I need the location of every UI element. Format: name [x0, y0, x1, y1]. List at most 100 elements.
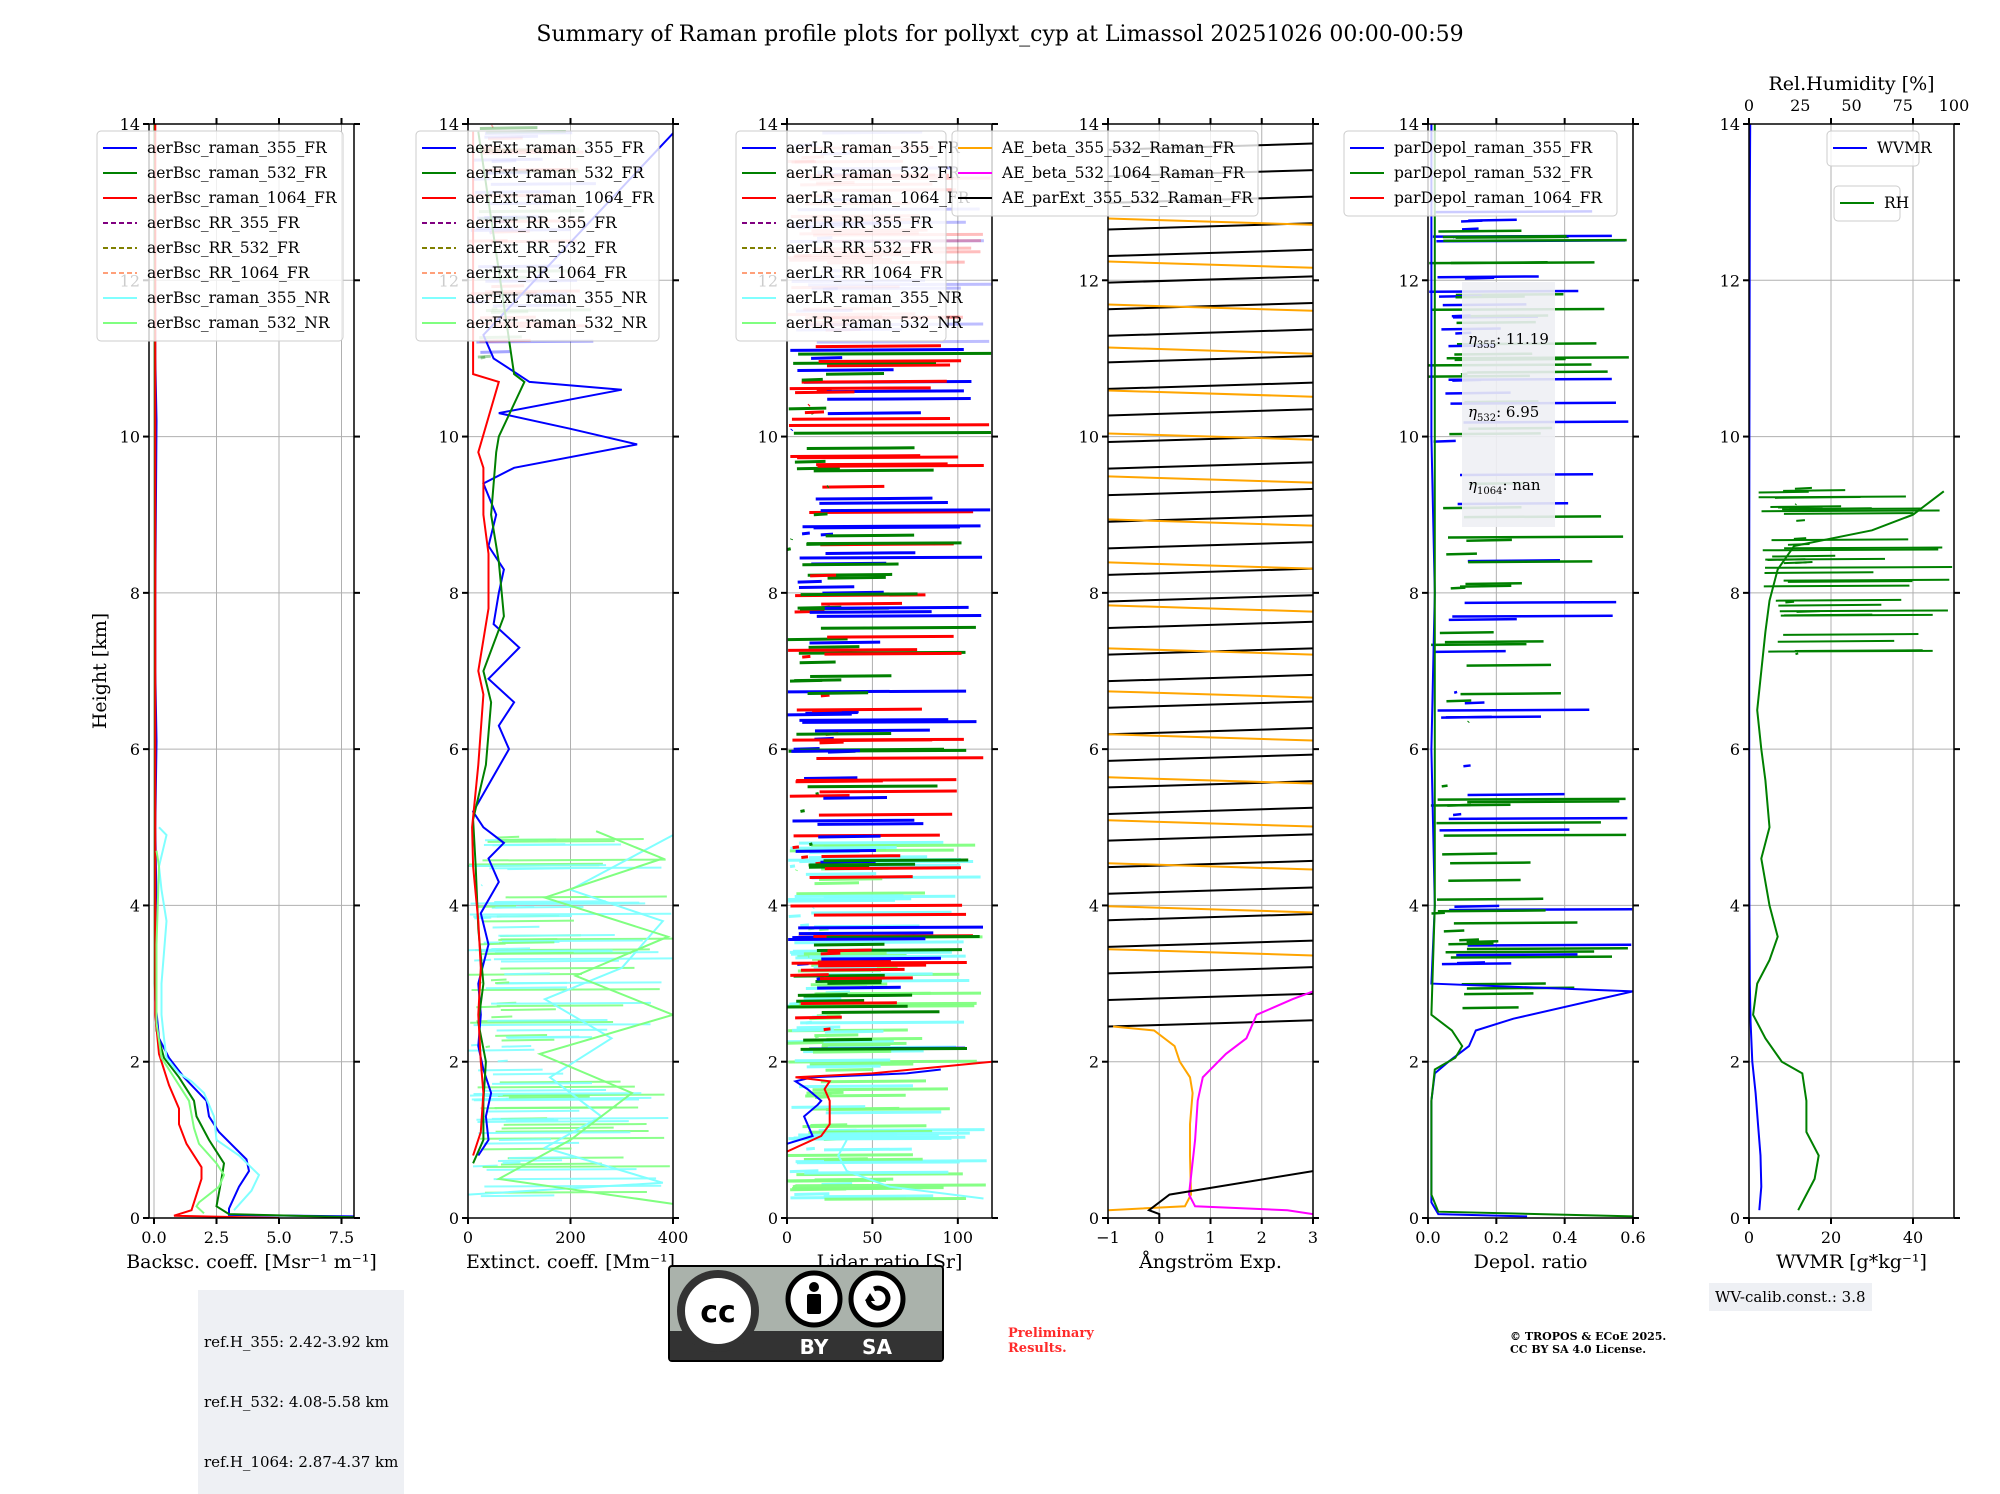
- noise-streak: [801, 1003, 897, 1004]
- noise-streak: [809, 864, 915, 865]
- legend-rh: RH: [1834, 186, 1909, 221]
- noise-streak: [1453, 814, 1461, 815]
- noise-streak: [495, 982, 509, 983]
- depol-eta-box: η355: 11.19 η532: 6.95 η1064: nan: [1462, 282, 1555, 527]
- noise-streak: [1461, 221, 1482, 222]
- legend-entry-label: parDepol_raman_1064_FR: [1394, 189, 1603, 207]
- y-tick-label: 4: [449, 896, 459, 915]
- x-tick-label: 400: [658, 1228, 689, 1247]
- noise-streak: [817, 824, 923, 825]
- noise-streak: [1442, 786, 1448, 787]
- noise-streak: [1463, 765, 1470, 766]
- noise-streak: [789, 425, 989, 426]
- noise-streak: [804, 778, 857, 779]
- y-tick-label: 0: [768, 1209, 778, 1228]
- sa-label: SA: [862, 1335, 892, 1359]
- noise-streak: [827, 983, 881, 984]
- noise-streak: [822, 1043, 907, 1044]
- noise-streak: [824, 1029, 831, 1030]
- noise-streak: [806, 1148, 815, 1149]
- plot-area-wv: [1749, 124, 1952, 1210]
- legend-entry-label: aerLR_RR_1064_FR: [786, 264, 944, 282]
- noise-streak: [788, 1155, 913, 1156]
- noise-streak: [504, 973, 550, 974]
- by-person-head: [809, 1282, 819, 1292]
- noise-streak: [806, 544, 848, 545]
- noise-streak: [809, 956, 965, 957]
- legend-entry-label: aerExt_raman_1064_FR: [466, 189, 655, 207]
- noise-streak: [504, 1124, 647, 1125]
- x2-axis-label: Rel.Humidity [%]: [1768, 73, 1934, 95]
- noise-streak: [1438, 910, 1546, 911]
- noise-streak: [1466, 540, 1512, 541]
- y-tick-label: 10: [758, 428, 778, 447]
- legend-lr: aerLR_raman_355_FRaerLR_raman_532_FRaerL…: [736, 131, 971, 341]
- noise-streak: [502, 941, 643, 942]
- x-tick-label: 0: [1744, 1228, 1754, 1247]
- noise-streak: [491, 979, 507, 980]
- eta-1064: η1064: nan: [1468, 474, 1549, 503]
- noise-streak: [1765, 567, 1952, 568]
- y-tick-label: 0: [1089, 1209, 1099, 1228]
- noise-streak: [1446, 717, 1541, 718]
- noise-streak: [1468, 945, 1632, 946]
- noise-streak: [801, 1049, 967, 1050]
- noise-streak: [824, 1196, 934, 1197]
- noise-streak: [502, 1040, 555, 1041]
- axes-frame: [1749, 124, 1954, 1218]
- noise-streak: [804, 998, 842, 999]
- x-axis-label: Extinct. coeff. [Mm⁻¹]: [466, 1251, 675, 1273]
- noise-streak: [796, 781, 883, 782]
- legend-entry-label: aerExt_RR_1064_FR: [466, 264, 628, 282]
- noise-streak: [1452, 616, 1612, 617]
- noise-streak: [502, 1128, 614, 1129]
- noise-streak: [1449, 619, 1517, 620]
- legend-entry-label: aerLR_raman_355_FR: [786, 139, 961, 157]
- noise-streak: [1454, 692, 1457, 693]
- noise-streak: [1459, 940, 1479, 941]
- x-axis-label: Backsc. coeff. [Msr⁻¹ m⁻¹]: [126, 1251, 377, 1273]
- noise-streak: [1797, 611, 1820, 612]
- noise-streak: [816, 498, 933, 499]
- noise-streak: [795, 1060, 890, 1061]
- legend-entry-label: parDepol_raman_355_FR: [1394, 139, 1594, 157]
- noise-streak: [817, 987, 901, 988]
- noise-streak: [494, 1178, 656, 1179]
- noise-streak: [814, 470, 934, 471]
- noise-streak: [821, 856, 900, 857]
- legend-entry-label: aerLR_raman_1064_FR: [786, 189, 971, 207]
- noise-streak: [801, 857, 808, 858]
- y-tick-label: 8: [130, 584, 140, 603]
- noise-streak: [801, 594, 918, 595]
- noise-streak: [824, 653, 961, 654]
- y-tick-label: 14: [1720, 115, 1740, 134]
- y-tick-label: 12: [1720, 271, 1740, 290]
- x-tick-label: −1: [1096, 1228, 1120, 1247]
- noise-streak: [491, 948, 530, 949]
- noise-streak: [825, 1031, 884, 1032]
- noise-streak: [805, 1095, 906, 1096]
- noise-streak: [495, 1035, 547, 1036]
- noise-streak: [1454, 923, 1578, 924]
- noise-streak: [506, 897, 667, 898]
- noise-streak: [1794, 538, 1806, 539]
- noise-streak: [473, 916, 572, 917]
- noise-streak: [822, 486, 884, 487]
- noise-streak: [509, 1157, 575, 1158]
- y-tick-label: 4: [768, 896, 778, 915]
- noise-streak: [476, 1119, 553, 1120]
- noise-streak: [491, 1003, 651, 1004]
- y-tick-label: 6: [1730, 740, 1740, 759]
- noise-streak: [825, 607, 969, 608]
- noise-streak: [802, 533, 810, 534]
- noise-streak: [492, 126, 493, 127]
- noise-streak: [788, 650, 917, 651]
- noise-streak: [802, 564, 898, 565]
- noise-streak: [827, 636, 954, 637]
- noise-streak: [788, 939, 925, 940]
- x-tick-label: 0.2: [1484, 1228, 1509, 1247]
- noise-streak: [820, 742, 844, 743]
- noise-streak: [498, 839, 644, 840]
